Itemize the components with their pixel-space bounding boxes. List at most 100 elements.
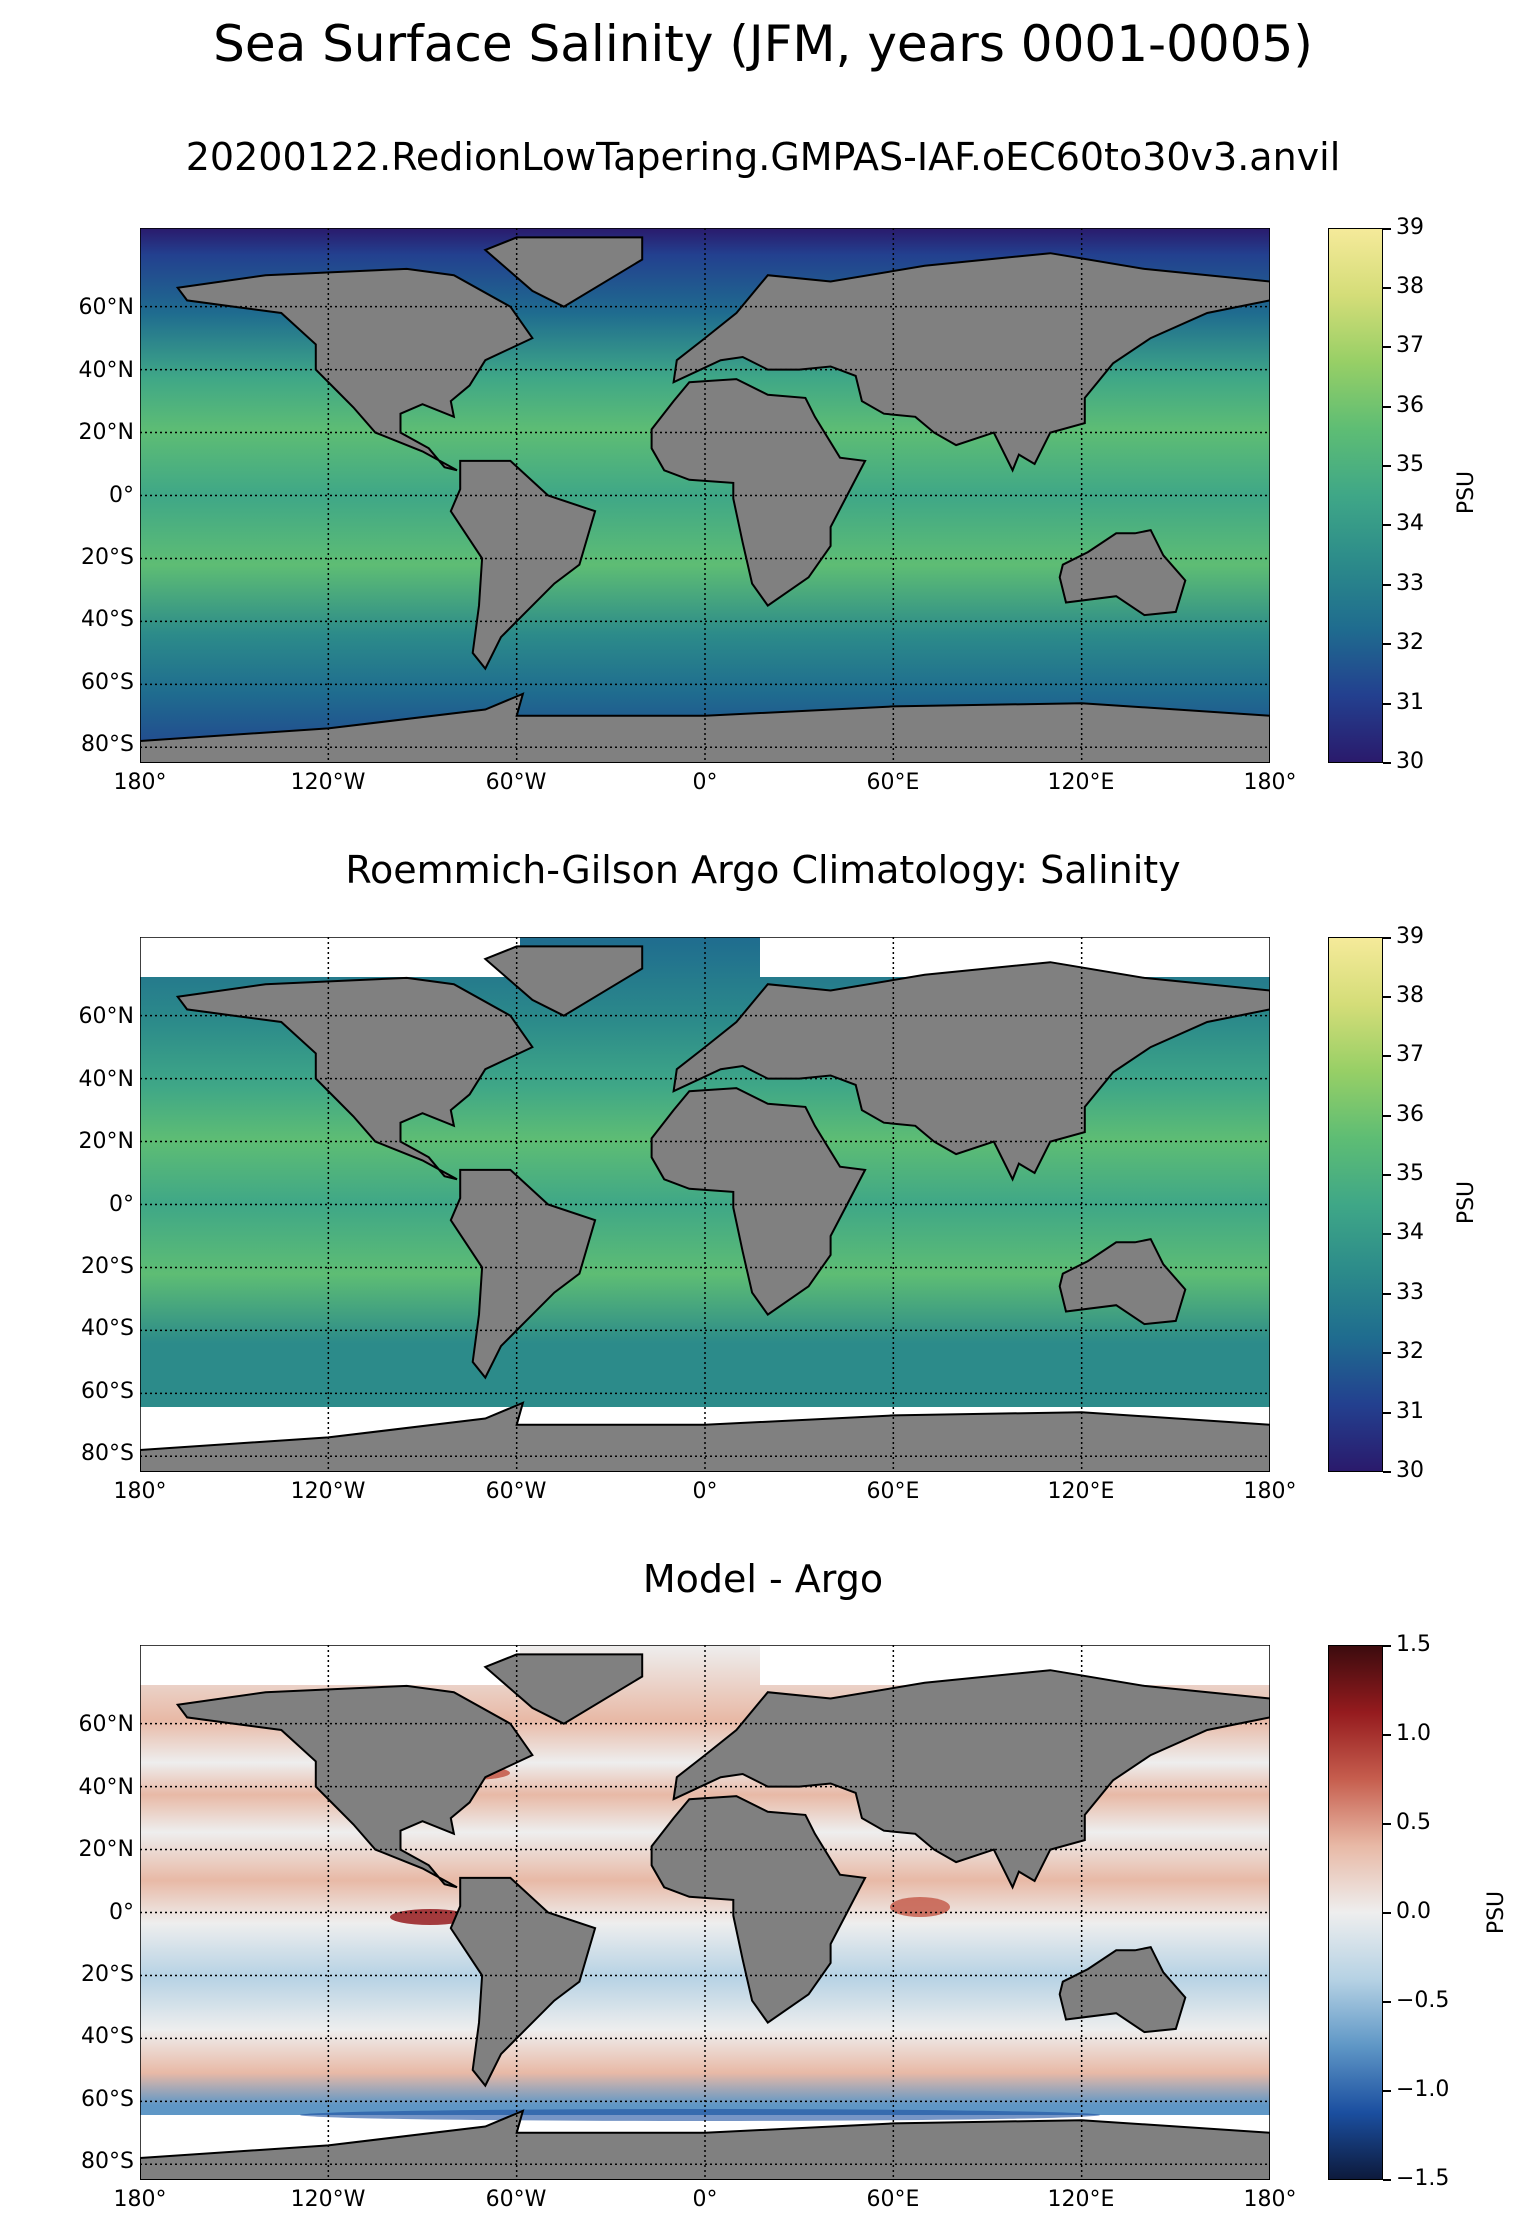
y-tick: 60°N [78, 295, 134, 320]
panel2-map-svg [140, 937, 1270, 1472]
panel2-colorbar [1328, 937, 1383, 1472]
x-tick: 60°W [485, 1479, 547, 1504]
continent-shape [483, 236, 644, 308]
bias-band [300, 2109, 1100, 2121]
x-tick: 60°E [866, 770, 920, 795]
colorbar-tick: 39 [1396, 215, 1424, 240]
continent-shape [650, 1087, 867, 1316]
colorbar-tick: 34 [1396, 511, 1424, 536]
panel2-map [140, 937, 1270, 1472]
x-tick: 0° [692, 2187, 718, 2212]
y-tick: 40°N [78, 1067, 134, 1092]
panel3-colorbar-label: PSU [1484, 1890, 1510, 1935]
colorbar-tick: 1.5 [1396, 1632, 1431, 1657]
panel1-colorbar [1328, 228, 1383, 763]
y-tick: 20°N [78, 1129, 134, 1154]
x-tick: 120°E [1047, 2187, 1115, 2212]
x-tick: 180° [113, 770, 167, 795]
continent-shape [1058, 1945, 1187, 2034]
y-tick: 20°S [81, 545, 134, 570]
x-tick: 0° [692, 770, 718, 795]
y-tick: 20°S [81, 1254, 134, 1279]
x-tick: 60°W [485, 770, 547, 795]
x-tick: 120°W [290, 770, 366, 795]
panel3-title: Model - Argo [642, 1557, 884, 1601]
colorbar-tick: 38 [1396, 983, 1424, 1008]
gridlines [140, 937, 1270, 1472]
panel2-title: Roemmich-Gilson Argo Climatology: Salini… [345, 848, 1181, 892]
x-tick: 180° [1243, 2187, 1297, 2212]
colorbar-tick: −1.0 [1396, 2077, 1450, 2102]
panel3-map [140, 1645, 1270, 2180]
x-tick: 120°E [1047, 770, 1115, 795]
colorbar-tick: 33 [1396, 1280, 1424, 1305]
x-tick: 180° [1243, 1479, 1297, 1504]
colorbar-tick: 31 [1396, 1399, 1424, 1424]
x-tick: 120°W [290, 1479, 366, 1504]
y-tick: 0° [109, 483, 134, 508]
colorbar-tick: −1.5 [1396, 2166, 1450, 2191]
y-tick: 80°S [81, 732, 134, 757]
continent-shape [650, 378, 867, 607]
colorbar-tick: 31 [1396, 690, 1424, 715]
colorbar-tick: 32 [1396, 1339, 1424, 1364]
panel1-colorbar-label: PSU [1454, 470, 1480, 515]
y-tick: 40°S [81, 607, 134, 632]
continent-shape [449, 1876, 597, 2088]
y-tick: 20°S [81, 1962, 134, 1987]
colorbar-tick: 36 [1396, 393, 1424, 418]
y-tick: 40°N [78, 1775, 134, 1800]
panel1-title: 20200122.RedionLowTapering.GMPAS-IAF.oEC… [185, 135, 1341, 179]
colorbar-tick: 38 [1396, 274, 1424, 299]
colorbar-tick: 0.5 [1396, 1810, 1431, 1835]
y-tick: 0° [109, 1900, 134, 1925]
y-tick: 60°N [78, 1712, 134, 1737]
continent-shape [483, 1653, 644, 1725]
continent-shape [1058, 1237, 1187, 1326]
panel2-colorbar-label: PSU [1454, 1180, 1480, 1225]
panel1-map-svg [140, 228, 1270, 763]
x-tick: 180° [113, 2187, 167, 2212]
x-tick: 180° [1243, 770, 1297, 795]
colorbar-tick: 30 [1396, 1458, 1424, 1483]
x-tick: 0° [692, 1479, 718, 1504]
continent-shape [449, 1168, 597, 1380]
y-tick: 40°N [78, 358, 134, 383]
y-tick: 40°S [81, 2024, 134, 2049]
colorbar-tick: 37 [1396, 1042, 1424, 1067]
colorbar-tick: 30 [1396, 749, 1424, 774]
continent-shape [1058, 528, 1187, 617]
gridlines [140, 228, 1270, 763]
colorbar-tick: 1.0 [1396, 1721, 1431, 1746]
y-tick: 20°N [78, 420, 134, 445]
y-tick: 60°S [81, 2087, 134, 2112]
x-tick: 60°W [485, 2187, 547, 2212]
y-tick: 60°S [81, 670, 134, 695]
y-tick: 0° [109, 1192, 134, 1217]
x-tick: 180° [113, 1479, 167, 1504]
y-tick: 80°S [81, 2149, 134, 2174]
colorbar-tick: 39 [1396, 924, 1424, 949]
panel3-map-svg [140, 1645, 1270, 2180]
x-tick: 120°E [1047, 1479, 1115, 1504]
colorbar-tick: −0.5 [1396, 1988, 1450, 2013]
no-data-region [140, 1645, 520, 1685]
colorbar-tick: 37 [1396, 333, 1424, 358]
colorbar-tick: 32 [1396, 630, 1424, 655]
colorbar-tick: 36 [1396, 1102, 1424, 1127]
y-tick: 40°S [81, 1316, 134, 1341]
panel3-colorbar [1328, 1645, 1383, 2180]
colorbar-tick: 35 [1396, 1161, 1424, 1186]
colorbar-tick: 34 [1396, 1220, 1424, 1245]
colorbar-tick: 35 [1396, 452, 1424, 477]
y-tick: 80°S [81, 1441, 134, 1466]
x-tick: 60°E [866, 2187, 920, 2212]
colorbar-tick: 33 [1396, 571, 1424, 596]
x-tick: 120°W [290, 2187, 366, 2212]
bias-hotspot [890, 1897, 950, 1917]
figure-title: Sea Surface Salinity (JFM, years 0001-00… [213, 15, 1313, 73]
continent-shape [483, 945, 644, 1017]
colorbar-tick: 0.0 [1396, 1899, 1431, 1924]
continent-shape [650, 1795, 867, 2024]
panel1-map [140, 228, 1270, 763]
